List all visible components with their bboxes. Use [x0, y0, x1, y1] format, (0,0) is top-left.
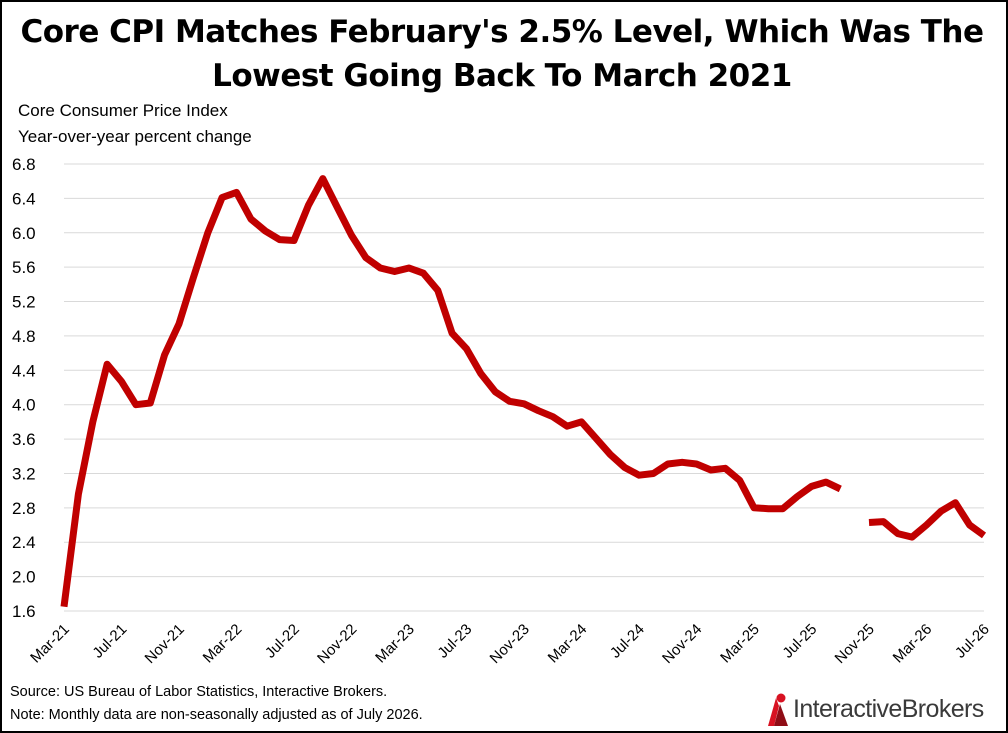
- x-tick-label: Mar-25: [717, 621, 763, 667]
- y-tick-label: 4.0: [12, 396, 36, 415]
- y-tick-label: 1.6: [12, 602, 36, 621]
- logo-wordmark: InteractiveBrokers: [793, 694, 984, 723]
- x-tick-label: Nov-21: [142, 621, 188, 667]
- interactive-brokers-logo-icon: [768, 693, 788, 726]
- x-tick-label: Mar-21: [27, 621, 73, 667]
- series-line-segment: [868, 499, 987, 541]
- x-tick-label: Jul-25: [779, 621, 820, 662]
- y-tick-label: 6.4: [12, 189, 36, 208]
- y-tick-label: 6.0: [12, 224, 36, 243]
- line-chart: 1.6 2.0 2.4 2.8 3.2 3.6 4.0 4.4 4.8 5.2 5.6 6.0 6.4 6…: [12, 155, 993, 667]
- x-tick-label: Nov-24: [659, 621, 705, 667]
- y-tick-label: 6.8: [12, 155, 36, 174]
- methodology-note: Note: Monthly data are non-seasonally ad…: [10, 707, 423, 723]
- y-axis-title: Core Consumer Price Index: [18, 101, 228, 120]
- y-tick-label: 2.4: [12, 533, 36, 552]
- chart-title: Core CPI Matches February's 2.5% Level, …: [20, 14, 985, 94]
- x-tick-label: Jul-21: [89, 621, 130, 662]
- x-tick-label: Nov-22: [314, 621, 360, 667]
- x-tick-label: Nov-25: [832, 621, 878, 667]
- y-tick-label: 4.4: [12, 361, 36, 380]
- x-tick-label: Jul-24: [607, 621, 648, 662]
- y-tick-label: 5.6: [12, 258, 36, 277]
- x-tick-label: Mar-26: [890, 621, 936, 667]
- y-tick-label: 3.6: [12, 430, 36, 449]
- x-tick-label: Jul-26: [952, 621, 993, 662]
- x-tick-label: Mar-24: [545, 621, 591, 667]
- y-tick-label: 5.2: [12, 293, 36, 312]
- x-tick-label: Nov-23: [487, 621, 533, 667]
- y-tick-label: 2.8: [12, 499, 36, 518]
- brand-logo: InteractiveBrokers: [766, 692, 984, 726]
- y-tick-label: 2.0: [12, 568, 36, 587]
- x-tick-label: Mar-23: [372, 621, 418, 667]
- x-tick-label: Jul-23: [434, 621, 475, 662]
- y-axis-subtitle: Year-over-year percent change: [18, 127, 252, 146]
- series-line-segment: [60, 175, 842, 608]
- x-tick-label: Mar-22: [200, 621, 246, 667]
- y-tick-label: 3.2: [12, 464, 36, 483]
- x-tick-label: Jul-22: [262, 621, 303, 662]
- y-tick-label: 4.8: [12, 327, 36, 346]
- source-note: Source: US Bureau of Labor Statistics, I…: [10, 684, 388, 700]
